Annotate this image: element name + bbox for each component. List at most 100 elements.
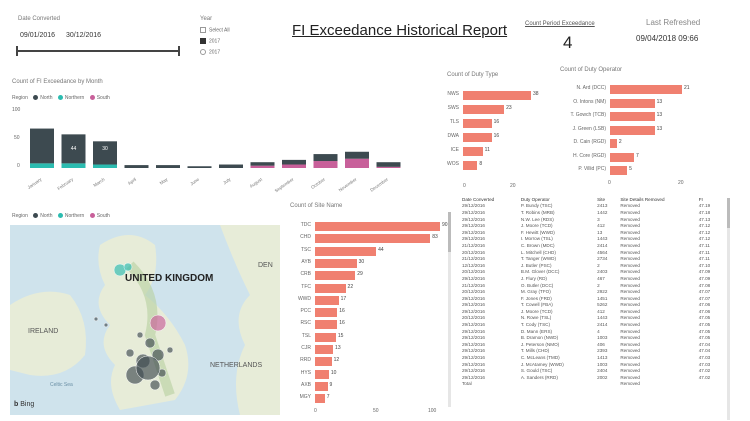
month-bar-segment[interactable] [282,164,306,168]
month-bar-segment[interactable] [93,141,117,165]
bar[interactable] [463,105,505,114]
table-scrollbar[interactable] [727,198,730,420]
month-bar-segment[interactable] [313,161,338,168]
month-bar-segment[interactable] [313,154,338,162]
table-row[interactable]: 29/12/2016 J. Moore (TCD) 412 Removed 47.06 [460,308,722,315]
month-bar-segment[interactable] [219,164,243,168]
bar[interactable] [610,112,655,121]
bar[interactable] [315,381,328,391]
table-row[interactable]: 29/12/2016 D. Mann (ERS) 4 Removed 47.05 [460,328,722,335]
map-bubble[interactable] [93,316,99,322]
map-bubble[interactable] [123,262,133,272]
col-header[interactable]: Site Details Removed [620,196,665,202]
month-bar-segment[interactable] [376,162,401,167]
table-row[interactable]: 29/12/2016 J. Moore (TCD) 412 Removed 47.12 [460,222,722,229]
exceedance-table[interactable]: Date Converted Duty Operator Site Site D… [460,196,728,421]
map-bubble[interactable] [166,346,174,354]
bar[interactable] [463,147,483,156]
bar[interactable] [315,308,338,318]
bar[interactable] [610,98,655,108]
month-bar-segment[interactable] [345,151,369,159]
site-scrollbar[interactable] [448,212,451,407]
slider-end-handle[interactable] [178,46,180,56]
table-row[interactable]: 29/12/2016 A. Sanders (RRD) 2002 Removed 47.… [460,374,722,381]
bar[interactable] [610,139,617,148]
bar[interactable] [315,271,356,281]
year-option-all[interactable]: Select All [200,27,230,33]
map-bubble[interactable] [125,348,135,358]
year-option-2[interactable]: 2017 [200,49,220,55]
table-row[interactable]: 29/12/2016 T. Mills (CHD) 2393 Removed 47.04 [460,348,722,355]
table-row[interactable]: 29/12/2016 N.W. Lee (RDS) 3 Removed 47.13 [460,216,722,223]
month-bar-segment[interactable] [30,128,54,164]
date-start-value[interactable]: 09/01/2016 [20,32,56,39]
table-row[interactable]: 29/12/2016 T. Cody (TSC) 2414 Removed 47.05 [460,321,722,328]
bar[interactable] [315,234,431,244]
month-bar-segment[interactable] [376,166,401,168]
table-row[interactable]: 20/12/2016 B.M. Glover (DCC) 2403 Removed 47… [460,269,722,276]
month-bar-segment[interactable] [93,164,117,168]
col-header[interactable]: Site [597,196,606,202]
month-bar-segment[interactable] [282,159,306,165]
map-bubble[interactable] [103,322,109,328]
map-bubble[interactable] [144,337,156,349]
month-bar-segment[interactable] [156,165,180,168]
table-row[interactable]: 29/12/2016 C. McLeans (TMD) 1413 Removed 47.… [460,354,722,361]
bar[interactable] [315,369,329,379]
bar[interactable] [610,85,682,94]
map-view[interactable]: UNITED KINGDOM IRELAND NETHERLANDS DEN C… [10,225,280,415]
month-bar-segment[interactable] [187,166,212,168]
table-row[interactable]: 12/12/2016 J. Butler (PSC) 2 Removed 47.10 [460,262,722,269]
bar[interactable] [315,320,338,330]
bar[interactable] [463,119,492,128]
scrollbar-thumb[interactable] [448,212,451,252]
month-bar-segment[interactable] [30,163,54,168]
bar[interactable] [610,152,634,162]
scrollbar-thumb[interactable] [727,198,730,228]
map-bubble[interactable] [149,314,167,332]
map-bubble[interactable] [149,379,161,391]
table-row[interactable]: 29/12/2016 J. Flury (RD) 467 Removed 47.09 [460,275,722,282]
bar[interactable] [315,283,346,293]
bar[interactable] [315,258,357,268]
table-row[interactable]: 21/12/2016 O. Butler (DCC) 2 Removed 47.08 [460,282,722,289]
bar[interactable] [315,222,440,231]
table-row[interactable]: 29/12/2016 B. Dramon (NWD) 1003 Removed 47.0… [460,334,722,341]
bar[interactable] [463,91,531,100]
bar[interactable] [463,161,478,170]
table-row[interactable]: 20/12/2016 M. Gray (TFO) 2922 Removed 47.07 [460,288,722,295]
table-row[interactable]: 29/12/2016 J. McAtamey (WWD) 1003 Removed 47… [460,361,722,368]
slider-start-handle[interactable] [16,46,18,56]
bar[interactable] [315,295,339,305]
table-row[interactable]: 29/12/2016 T. Cowell (FBA) 5262 Removed 47.0… [460,302,722,309]
col-header[interactable]: Duty Operator [520,196,550,202]
table-row[interactable]: 20/12/2016 L. Mitchell (CHD) 4564 Removed 47… [460,249,722,256]
year-option-1[interactable]: 2017 [200,38,220,44]
bar[interactable] [463,133,492,142]
bar[interactable] [315,357,332,367]
col-header[interactable]: Date Converted [462,196,495,202]
bar[interactable] [315,332,336,342]
date-end-value[interactable]: 30/12/2016 [66,32,102,39]
table-row[interactable]: 29/12/2016 P. Bundy (TSC) 2413 Removed 47.19 [460,203,722,210]
bar[interactable] [610,166,628,175]
map-bubble[interactable] [136,331,144,339]
bar[interactable] [315,345,334,354]
table-row[interactable]: 21/12/2016 C. Brown (MDC) 2414 Removed 47.11 [460,242,722,249]
table-row[interactable]: 29/12/2016 F. Hewitt (WWD) 13 Removed 47.12 [460,229,722,236]
table-row[interactable]: 29/12/2016 T. Robins (MRB) 1442 Removed 47.1… [460,209,722,216]
date-range-slider[interactable] [16,46,180,56]
month-bar-segment[interactable] [345,158,369,168]
table-row[interactable]: 29/12/2016 I. Morrow (TSL) 1443 Removed 47.1… [460,236,722,243]
table-row[interactable]: 29/12/2016 S. Gould (TSC) 2404 Removed 47.02 [460,367,722,374]
month-bar-segment[interactable] [250,165,275,168]
table-row[interactable]: 21/12/2016 T. Tanger (WWD) 2734 Removed 47.1… [460,255,722,262]
bar[interactable] [315,394,325,404]
bar[interactable] [610,125,655,135]
month-bar-segment[interactable] [61,163,86,168]
month-bar-segment[interactable] [61,134,86,164]
col-header[interactable]: FI [698,196,703,202]
table-row[interactable]: 29/12/2016 J. Peterson (NMO) 406 Removed 47.… [460,341,722,348]
table-row[interactable]: 29/12/2016 F. Jones (FRD) 1451 Removed 47.07 [460,295,722,302]
map-bubble[interactable] [135,355,161,381]
